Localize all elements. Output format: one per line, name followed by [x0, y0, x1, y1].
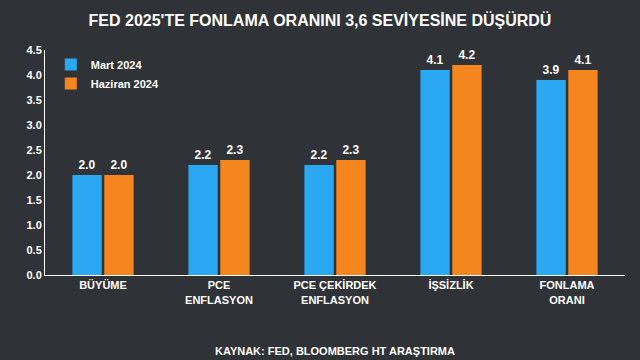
- svg-text:3.5: 3.5: [27, 94, 42, 106]
- svg-text:BÜYÜME: BÜYÜME: [79, 279, 127, 291]
- svg-text:2.3: 2.3: [342, 143, 359, 157]
- svg-text:2.5: 2.5: [27, 144, 42, 156]
- svg-text:2.2: 2.2: [195, 148, 212, 162]
- svg-text:PCE ÇEKİRDEKENFLASYON: PCE ÇEKİRDEKENFLASYON: [293, 279, 376, 305]
- svg-text:2.0: 2.0: [110, 158, 127, 172]
- svg-text:FED 2025'TE FONLAMA ORANINI 3,: FED 2025'TE FONLAMA ORANINI 3,6 SEVİYESİ…: [89, 11, 552, 29]
- svg-text:2.0: 2.0: [79, 158, 96, 172]
- svg-text:KAYNAK: FED, BLOOMBERG HT ARAŞ: KAYNAK: FED, BLOOMBERG HT ARAŞTIRMA: [215, 345, 455, 357]
- svg-text:PCEENFLASYON: PCEENFLASYON: [185, 279, 253, 305]
- svg-text:2.2: 2.2: [311, 148, 328, 162]
- svg-text:0.0: 0.0: [27, 269, 42, 281]
- svg-text:1.0: 1.0: [27, 219, 42, 231]
- svg-text:Haziran 2024: Haziran 2024: [91, 78, 159, 90]
- svg-text:1.5: 1.5: [27, 194, 42, 206]
- svg-text:4.1: 4.1: [427, 53, 444, 67]
- svg-text:İŞSİZLİK: İŞSİZLİK: [428, 279, 473, 291]
- svg-text:4.1: 4.1: [574, 53, 591, 67]
- svg-text:FONLAMAORANI: FONLAMAORANI: [540, 279, 595, 305]
- svg-text:3.9: 3.9: [543, 63, 560, 77]
- svg-text:2.3: 2.3: [226, 143, 243, 157]
- svg-text:Mart 2024: Mart 2024: [91, 59, 143, 71]
- svg-text:4.5: 4.5: [27, 44, 42, 56]
- svg-text:4.2: 4.2: [458, 48, 475, 62]
- svg-text:4.0: 4.0: [27, 69, 42, 81]
- svg-text:2.0: 2.0: [27, 169, 42, 181]
- svg-text:3.0: 3.0: [27, 119, 42, 131]
- svg-text:0.5: 0.5: [27, 244, 42, 256]
